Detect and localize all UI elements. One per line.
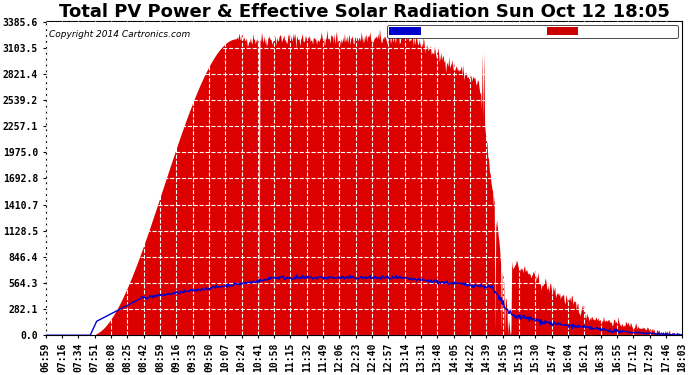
Title: Total PV Power & Effective Solar Radiation Sun Oct 12 18:05: Total PV Power & Effective Solar Radiati…	[59, 3, 669, 21]
Text: Copyright 2014 Cartronics.com: Copyright 2014 Cartronics.com	[49, 30, 190, 39]
Legend: Radiation (Effective w/m2), PV Panels (DC Watts): Radiation (Effective w/m2), PV Panels (D…	[387, 26, 678, 38]
